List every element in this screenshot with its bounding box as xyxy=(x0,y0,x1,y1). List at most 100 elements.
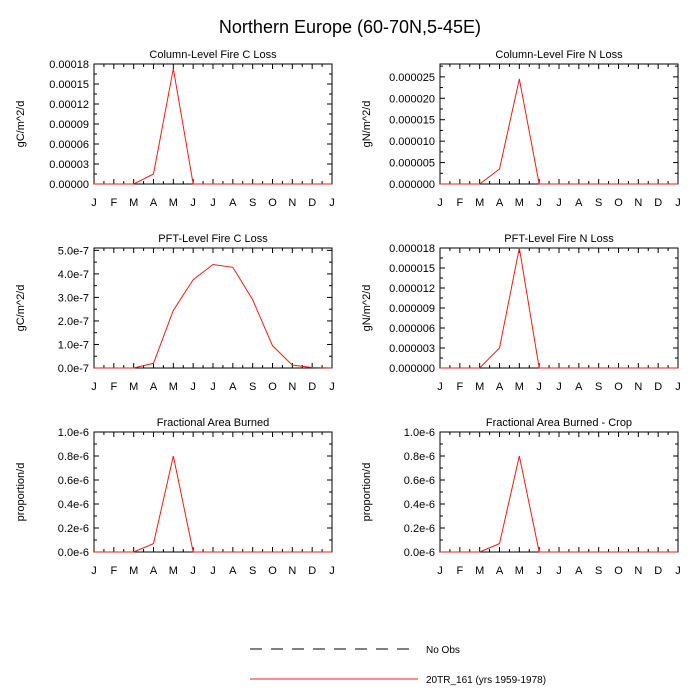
y-tick-label: 0.8e-6 xyxy=(58,451,89,463)
x-tick-label: F xyxy=(456,565,463,577)
y-tick-label: 0.000003 xyxy=(389,343,435,355)
y-tick-label: 0.000018 xyxy=(389,243,435,255)
x-tick-label: A xyxy=(575,381,583,393)
plot-frame xyxy=(439,247,679,369)
y-tick-label: 0.000015 xyxy=(389,115,435,127)
x-tick-label: O xyxy=(614,565,623,577)
y-tick-label: 0.00003 xyxy=(49,159,89,171)
x-tick-label: J xyxy=(536,197,542,209)
y-tick-label: 0.000000 xyxy=(389,363,435,375)
x-tick-label: N xyxy=(288,565,296,577)
y-tick-label: 0.0e-6 xyxy=(404,547,435,559)
y-tick-label: 0.000025 xyxy=(389,72,435,84)
x-tick-label: N xyxy=(288,197,296,209)
y-tick-label: 0.8e-6 xyxy=(404,451,435,463)
x-tick-label: M xyxy=(475,197,484,209)
x-tick-label: N xyxy=(288,381,296,393)
x-tick-label: A xyxy=(575,197,583,209)
y-tick-label: 0.000005 xyxy=(389,158,435,170)
x-tick-label: J xyxy=(190,381,196,393)
panel-title: PFT-Level Fire N Loss xyxy=(504,233,614,245)
x-tick-label: A xyxy=(496,197,504,209)
series-line xyxy=(94,68,332,185)
x-tick-label: A xyxy=(150,381,158,393)
y-tick-label: 4.0e-7 xyxy=(58,269,89,281)
x-tick-label: J xyxy=(190,197,196,209)
y-tick-label: 0.4e-6 xyxy=(404,499,435,511)
y-tick-label: 0.00015 xyxy=(49,79,89,91)
x-tick-label: J xyxy=(536,565,542,577)
y-tick-label: 5.0e-7 xyxy=(58,245,89,257)
x-tick-label: J xyxy=(210,381,216,393)
x-tick-label: D xyxy=(654,381,662,393)
y-tick-label: 0.000012 xyxy=(389,283,435,295)
y-tick-label: 0.00012 xyxy=(49,99,89,111)
y-tick-label: 0.00018 xyxy=(49,59,89,71)
x-tick-label: S xyxy=(595,197,602,209)
x-tick-label: M xyxy=(169,381,178,393)
y-tick-label: 0.00006 xyxy=(49,139,89,151)
x-tick-label: D xyxy=(654,197,662,209)
x-tick-label: M xyxy=(515,381,524,393)
y-tick-label: 0.0e-6 xyxy=(58,547,89,559)
y-tick-label: 0.00009 xyxy=(49,119,89,131)
x-tick-label: S xyxy=(595,381,602,393)
x-tick-label: N xyxy=(634,565,642,577)
x-tick-label: A xyxy=(229,565,237,577)
y-axis-label: gN/m^2/d xyxy=(361,101,373,148)
legend: No Obs 20TR_161 (yrs 1959-1978) xyxy=(250,645,546,686)
x-tick-label: J xyxy=(675,565,681,577)
x-tick-label: M xyxy=(515,565,524,577)
x-tick-label: S xyxy=(249,565,256,577)
y-axis-label: gN/m^2/d xyxy=(361,285,373,332)
series-line xyxy=(440,247,678,369)
y-tick-label: 0.6e-6 xyxy=(58,475,89,487)
x-tick-label: O xyxy=(268,565,277,577)
y-tick-label: 0.0e-7 xyxy=(58,363,89,375)
x-tick-label: D xyxy=(308,197,316,209)
x-tick-label: F xyxy=(456,197,463,209)
x-tick-label: J xyxy=(556,197,562,209)
y-tick-label: 1.0e-6 xyxy=(404,427,435,439)
y-tick-label: 1.0e-6 xyxy=(58,427,89,439)
y-tick-label: 0.2e-6 xyxy=(58,523,89,535)
plot-frame xyxy=(439,431,679,553)
panel-title: Fractional Area Burned - Crop xyxy=(486,417,632,429)
panel-title: Column-Level Fire N Loss xyxy=(495,49,623,61)
x-tick-label: J xyxy=(556,565,562,577)
y-tick-label: 0.4e-6 xyxy=(58,499,89,511)
legend-no-obs-label: No Obs xyxy=(426,645,460,656)
x-tick-label: M xyxy=(515,197,524,209)
y-axis-label: gC/m^2/d xyxy=(15,285,27,332)
x-tick-label: J xyxy=(437,197,443,209)
plot-frame xyxy=(93,431,333,553)
x-tick-label: J xyxy=(437,565,443,577)
x-tick-label: M xyxy=(475,381,484,393)
x-tick-label: S xyxy=(595,565,602,577)
x-tick-label: A xyxy=(229,197,237,209)
x-tick-label: A xyxy=(496,381,504,393)
x-tick-label: D xyxy=(308,381,316,393)
series-line xyxy=(94,455,332,553)
x-tick-label: J xyxy=(556,381,562,393)
x-tick-label: J xyxy=(91,381,97,393)
series-line xyxy=(440,78,678,185)
x-tick-label: A xyxy=(496,565,504,577)
x-tick-label: J xyxy=(437,381,443,393)
x-tick-label: M xyxy=(169,565,178,577)
y-tick-label: 0.000009 xyxy=(389,303,435,315)
panel-title: PFT-Level Fire C Loss xyxy=(158,233,268,245)
x-tick-label: S xyxy=(249,197,256,209)
x-tick-label: A xyxy=(229,381,237,393)
y-tick-label: 0.000006 xyxy=(389,323,435,335)
y-tick-label: 0.000000 xyxy=(389,179,435,191)
x-tick-label: M xyxy=(129,197,138,209)
plot-frame xyxy=(93,63,333,185)
x-tick-label: J xyxy=(329,565,335,577)
